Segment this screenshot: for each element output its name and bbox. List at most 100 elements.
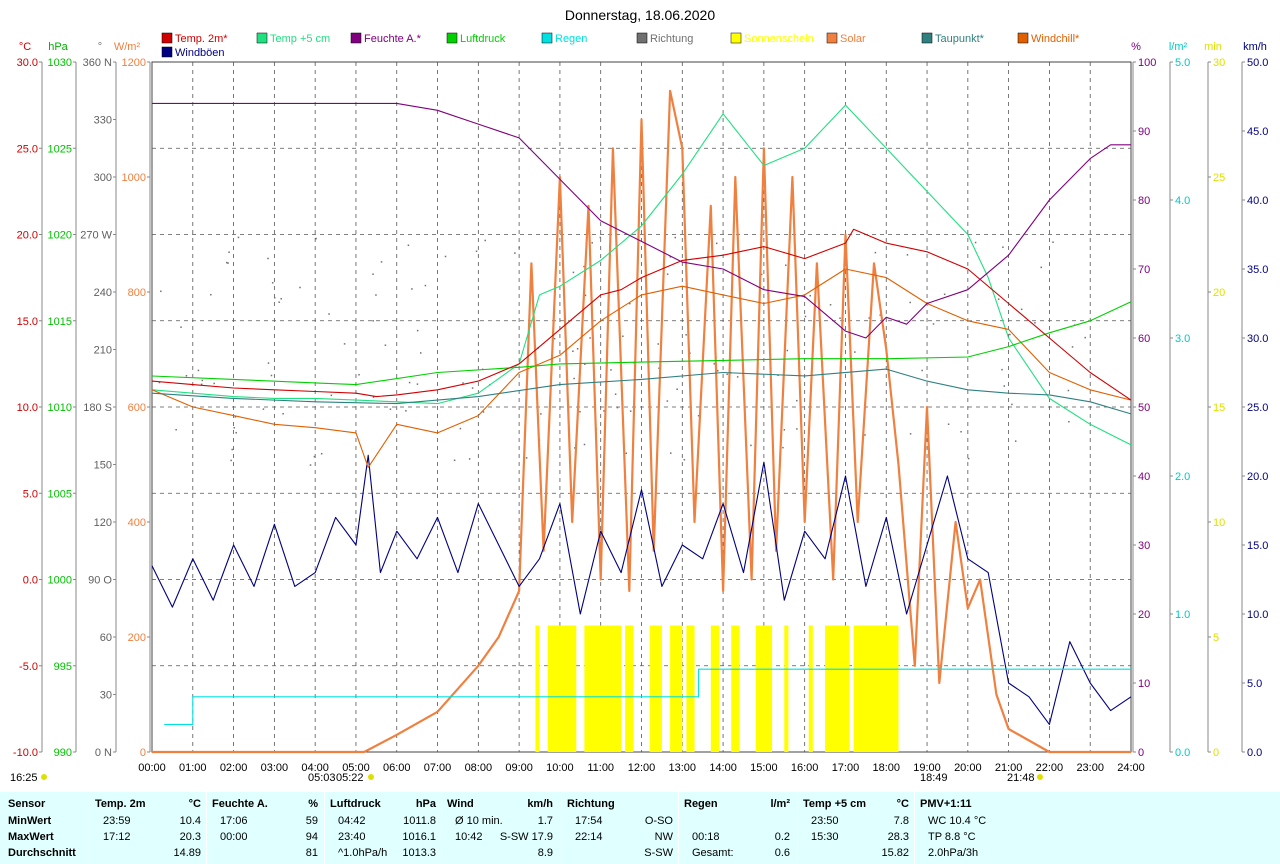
series-line-regen [164,668,1131,725]
stats-column: Temp +5 cm °C 23:50 7.8 15:30 28.3 15.82 [803,792,913,864]
direction-point [380,261,383,263]
legend-label: Taupunkt* [935,33,985,45]
stats-column: PMV+1:11 WC 10.4 °C TP 8.8 °C 2.0hPa/3h [920,792,1040,864]
stats-separator [206,792,207,864]
rain-axis-tick-label: 1.0 [1175,609,1190,621]
direction-point [228,251,230,253]
direction-point [233,426,236,429]
direction-point [697,414,700,417]
direction-point [685,334,687,336]
sunshine-bar [535,625,540,752]
direction-point [804,315,807,318]
legend-label: Windchill* [1031,33,1080,45]
humidity-axis-tick-label: 30 [1138,540,1150,552]
direction-point [210,293,212,296]
marker-label: 05:22 [336,772,364,784]
direction-point [1052,241,1054,243]
direction-point [375,294,377,296]
axis-unit-label: km/h [1243,41,1267,53]
stats-value: 1011.8 [403,815,436,827]
direction-point [267,362,270,364]
humidity-axis-tick-label: 80 [1138,195,1150,207]
sunshine-bar [825,625,850,752]
direction-point [874,251,877,254]
direction-axis-tick-label: 150 [94,460,112,472]
temp-axis-tick-label: 20.0 [17,230,38,242]
pressure-axis-tick-label: 990 [54,747,72,759]
stats-header: Feuchte A. [212,798,268,810]
direction-point [782,446,784,449]
weather-chart: Donnerstag, 18.06.2020 Temp. 2m* Temp +5 … [10,7,1268,784]
stats-separator [89,792,90,864]
direction-point [1040,266,1042,269]
time-tick-label: 13:00 [669,762,697,774]
direction-point [267,257,269,260]
direction-point [674,236,677,239]
stats-column: Regen l/m² 00:18 0.2 Gesamt: 0.6 [684,792,794,864]
direction-point [444,255,447,258]
time-tick-label: 23:00 [1076,762,1104,774]
stats-cell: Gesamt: [692,847,734,859]
direction-point [713,363,716,365]
direction-point [180,326,182,328]
stats-value: 10.4 [179,815,201,827]
direction-point [574,447,576,449]
time-tick-label: 19:00 [913,762,941,774]
direction-point [997,298,1000,300]
sunshine-bar [649,625,662,752]
stats-value: NW [654,831,673,843]
direction-axis-tick-label: 120 [94,517,112,529]
direction-point [1067,389,1070,392]
stats-cell: 17:12 [103,831,131,843]
legend-swatch [161,46,173,58]
chart-title: Donnerstag, 18.06.2020 [565,7,715,23]
humidity-axis-tick-label: 0 [1138,747,1144,759]
sunshine-bar [547,625,577,752]
time-tick-label: 08:00 [465,762,493,774]
solar-axis-tick-label: 0 [140,747,146,759]
stats-separator [678,792,679,864]
direction-point [299,286,301,289]
stats-value: 81 [305,847,318,859]
axis-unit-label: hPa [48,41,68,53]
direction-point [1011,403,1013,406]
stats-column: Richtung 17:54 O-SO 22:14 NW S-SW [567,792,677,864]
direction-point [579,411,581,413]
sunshine-bar [710,625,720,752]
stats-cell: 04:42 [338,815,366,827]
wind-axis-tick-label: 5.0 [1247,678,1262,690]
direction-axis-tick-label: 210 [94,345,112,357]
stats-cell: 00:00 [220,831,248,843]
direction-point [416,383,419,385]
stats-column: Sensor MinWert MaxWert Durchschnitt [8,792,88,864]
humidity-axis-tick-label: 40 [1138,471,1150,483]
direction-point [614,393,617,395]
direction-point [868,317,870,319]
stats-cell: ^1.0hPa/h [338,847,388,859]
direction-point [471,387,474,389]
direction-point [809,294,812,297]
time-tick-label: 07:00 [424,762,452,774]
pressure-axis-tick-label: 1015 [48,316,72,328]
stats-unit: % [308,798,318,810]
stats-value: S-SW 17.9 [499,831,553,843]
stats-value: 59 [305,815,318,827]
direction-point [262,408,265,410]
legend-label: Luftdruck [460,33,506,45]
grid: 00:00 01:00 02:00 03:00 04:00 05:00 06:00 07:00… [138,61,1145,774]
direction-point [666,273,669,275]
stats-cell: 2.0hPa/3h [928,847,979,859]
sunshine-bar [731,625,740,752]
direction-point [943,293,946,296]
pressure-axis-tick-label: 1010 [48,402,72,414]
direction-point [666,400,669,402]
wind-axis-tick-label: 50.0 [1247,57,1268,69]
series-line-feuchte-a [152,102,1131,339]
direction-point [271,282,274,284]
direction-point [658,367,660,370]
sunshine-bar [853,625,899,752]
stats-cell: 23:59 [103,815,131,827]
direction-point [225,261,228,264]
stats-value: O-SO [644,815,673,827]
stats-cell: WC 10.4 °C [928,815,987,827]
